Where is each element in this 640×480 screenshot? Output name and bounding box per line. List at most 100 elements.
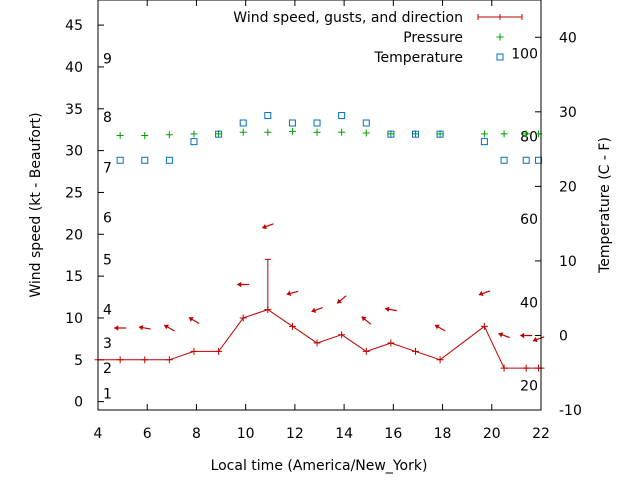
wind-direction-arrow bbox=[286, 290, 299, 297]
wind-speed-point bbox=[387, 339, 395, 347]
x-tick-label: 14 bbox=[335, 426, 353, 442]
beaufort-label: 9 bbox=[103, 52, 112, 68]
wind-direction-arrow bbox=[237, 281, 250, 288]
y-left-tick-label: 25 bbox=[65, 185, 83, 201]
wind-speed-point bbox=[165, 356, 173, 364]
temperature-point bbox=[116, 156, 124, 164]
wind-speed-point bbox=[116, 356, 124, 364]
temperature-point bbox=[436, 130, 444, 138]
y-right-tick-label: 30 bbox=[559, 105, 577, 121]
beaufort-label: 3 bbox=[103, 336, 112, 352]
x-tick-label: 18 bbox=[434, 426, 452, 442]
beaufort-label: 8 bbox=[103, 110, 112, 126]
y-right-tick-label: 0 bbox=[559, 328, 568, 344]
wind-direction-head bbox=[262, 223, 267, 230]
wind-direction-head bbox=[286, 290, 292, 297]
pressure-point bbox=[522, 130, 530, 138]
wind-direction-arrow bbox=[361, 316, 372, 325]
wind-direction-head bbox=[361, 316, 367, 322]
y-axis-right-label: Temperature (C - F) bbox=[597, 137, 613, 274]
wind-speed-point bbox=[215, 347, 223, 355]
x-axis-label: Local time (America/New_York) bbox=[211, 458, 428, 474]
beaufort-label: 1 bbox=[103, 386, 112, 402]
wind-speed-point bbox=[288, 322, 296, 330]
wind-direction-arrow bbox=[261, 223, 274, 230]
wind-speed-point bbox=[313, 339, 321, 347]
wind-direction-arrow bbox=[114, 325, 127, 331]
y-right-tick-label: 40 bbox=[559, 30, 577, 46]
wind-speed-point bbox=[362, 347, 370, 355]
wind-direction-head bbox=[520, 332, 525, 339]
y-left-tick-label: 15 bbox=[65, 269, 83, 285]
wind-direction-arrow bbox=[163, 324, 175, 332]
wind-speed-point bbox=[500, 364, 508, 372]
wind-speed-point bbox=[522, 364, 530, 372]
legend-label: Pressure bbox=[403, 30, 463, 46]
pressure-point bbox=[288, 127, 296, 135]
wind-direction-head bbox=[434, 324, 440, 330]
wind-speed-point bbox=[239, 314, 247, 322]
legend-symbol-marker bbox=[496, 53, 504, 61]
wind-speed-point bbox=[141, 356, 149, 364]
pressure-point bbox=[190, 130, 198, 138]
y-left-tick-label: 5 bbox=[74, 353, 83, 369]
temperature-point bbox=[190, 138, 198, 146]
temperature-point bbox=[264, 112, 272, 120]
temperature-point bbox=[215, 130, 223, 138]
wind-speed-line bbox=[98, 309, 541, 369]
x-tick-label: 4 bbox=[94, 426, 103, 442]
wind-direction-arrow bbox=[478, 290, 491, 297]
wind-direction-arrow bbox=[520, 332, 533, 339]
temperature-point bbox=[141, 156, 149, 164]
wind-direction-head bbox=[237, 281, 242, 288]
wind-speed-point bbox=[436, 356, 444, 364]
wind-direction-head bbox=[114, 325, 119, 331]
pressure-point bbox=[264, 128, 272, 136]
y-left-tick-label: 20 bbox=[65, 227, 83, 243]
fahrenheit-label: 20 bbox=[520, 378, 538, 394]
y-left-tick-label: 40 bbox=[65, 60, 83, 76]
beaufort-label: 2 bbox=[103, 361, 112, 377]
wind-direction-head bbox=[164, 324, 170, 330]
wind-direction-head bbox=[138, 324, 144, 331]
pressure-point bbox=[116, 132, 124, 140]
x-tick-label: 8 bbox=[192, 426, 201, 442]
wind-direction-arrow bbox=[384, 306, 397, 313]
fahrenheit-label: 100 bbox=[511, 47, 538, 63]
fahrenheit-label: 60 bbox=[520, 212, 538, 228]
x-tick-label: 6 bbox=[143, 426, 152, 442]
wind-direction-arrow bbox=[532, 336, 545, 343]
legend-symbol-marker bbox=[496, 33, 504, 41]
pressure-point bbox=[480, 130, 488, 138]
legend-label: Temperature bbox=[373, 50, 463, 66]
y-left-tick-label: 30 bbox=[65, 144, 83, 160]
x-tick-label: 10 bbox=[237, 426, 255, 442]
wind-direction-head bbox=[532, 336, 538, 343]
temperature-point bbox=[387, 130, 395, 138]
pressure-point bbox=[165, 131, 173, 139]
y-right-tick-label: 10 bbox=[559, 254, 577, 270]
temperature-point bbox=[338, 112, 346, 120]
temperature-point bbox=[362, 119, 370, 127]
y-left-tick-label: 0 bbox=[74, 395, 83, 411]
temperature-point bbox=[165, 156, 173, 164]
wind-direction-arrow bbox=[188, 316, 200, 324]
y-left-tick-label: 35 bbox=[65, 102, 83, 118]
wind-direction-head bbox=[478, 290, 484, 297]
temperature-point bbox=[411, 130, 419, 138]
y-left-tick-label: 10 bbox=[65, 311, 83, 327]
temperature-point bbox=[239, 119, 247, 127]
x-tick-label: 16 bbox=[384, 426, 402, 442]
x-tick-label: 20 bbox=[483, 426, 501, 442]
y-axis-left-label: Wind speed (kt - Beaufort) bbox=[28, 112, 44, 297]
wind-direction-arrow bbox=[311, 306, 323, 313]
pressure-point bbox=[362, 129, 370, 137]
wind-direction-head bbox=[498, 332, 504, 338]
pressure-point bbox=[338, 128, 346, 136]
wind-direction-head bbox=[337, 298, 342, 304]
wind-direction-head bbox=[311, 307, 317, 313]
pressure-point bbox=[500, 130, 508, 138]
y-right-tick-label: -10 bbox=[559, 403, 582, 419]
plot-frame bbox=[97, 0, 542, 411]
fahrenheit-label: 40 bbox=[520, 296, 538, 312]
